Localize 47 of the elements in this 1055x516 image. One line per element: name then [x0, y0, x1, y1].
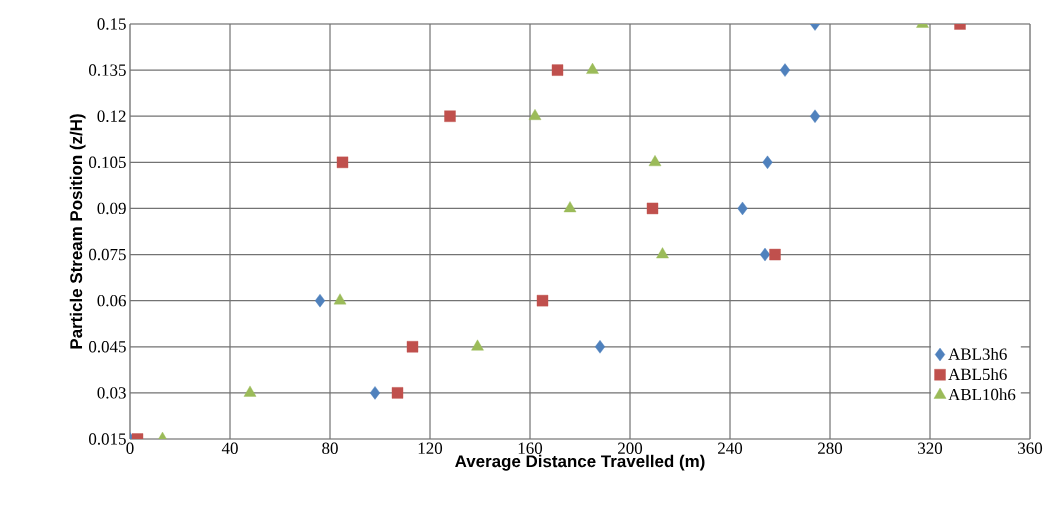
point	[594, 340, 606, 354]
y-tick-label: 0.09	[97, 202, 126, 215]
point	[769, 248, 781, 261]
point	[779, 63, 791, 77]
y-tick-label: 0.045	[89, 341, 126, 353]
point	[759, 247, 771, 262]
y-tick-label: 0.075	[89, 248, 126, 261]
point	[471, 339, 484, 351]
point	[648, 155, 662, 167]
x-axis-title: Average Distance Travelled (m)	[455, 454, 705, 471]
point	[737, 201, 748, 216]
point	[646, 202, 659, 215]
x-tick-label: 120	[418, 442, 443, 454]
point	[369, 386, 381, 400]
point	[333, 293, 347, 305]
x-tick-label: 280	[818, 442, 843, 454]
point	[563, 201, 577, 213]
point	[336, 156, 349, 169]
y-tick-label: 0.105	[89, 156, 126, 169]
y-tick-label: 0.15	[97, 18, 126, 30]
point	[656, 247, 669, 259]
legend-label: ABL10h6	[948, 388, 1016, 401]
x-tick-label: 160	[518, 442, 543, 454]
point	[762, 155, 773, 170]
point	[314, 293, 326, 308]
point	[391, 387, 404, 399]
x-tick-label: 200	[618, 442, 643, 454]
y-tick-label: 0.135	[89, 64, 126, 76]
y-tick-label: 0.03	[97, 387, 126, 399]
point	[444, 110, 456, 122]
x-tick-label: 80	[322, 442, 338, 454]
x-tick-label: 320	[918, 442, 943, 454]
point	[809, 109, 821, 123]
point	[243, 385, 257, 397]
x-tick-label: 0	[126, 442, 134, 454]
y-axis-title: Particle Stream Position (z/H)	[69, 114, 86, 349]
x-tick-label: 360	[1018, 442, 1043, 454]
legend-label: ABL3h6	[948, 347, 1007, 360]
legend-label: ABL5h6	[948, 368, 1007, 381]
x-tick-label: 40	[221, 442, 238, 454]
x-tick-label: 240	[718, 442, 743, 454]
point	[536, 294, 549, 307]
y-tick-label: 0.015	[89, 433, 126, 445]
y-tick-label: 0.06	[97, 294, 126, 307]
point	[551, 64, 564, 76]
y-tick-label: 0.12	[97, 110, 126, 122]
point	[406, 341, 419, 353]
